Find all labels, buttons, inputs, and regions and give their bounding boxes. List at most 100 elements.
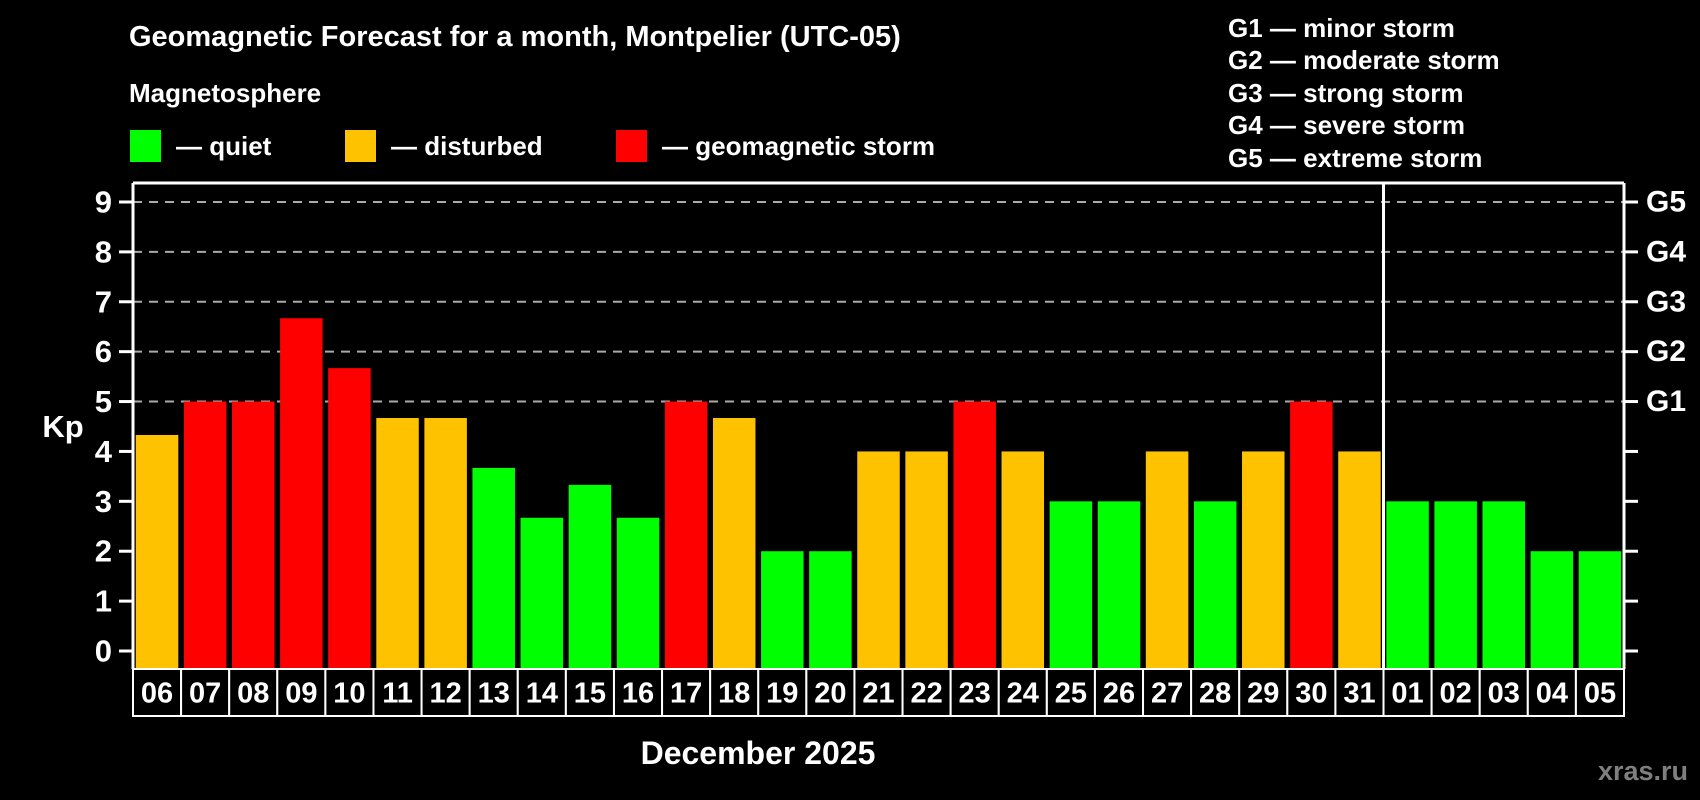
day-label-24: 24 — [1007, 678, 1039, 710]
g-scale-label-G4: G4 — [1646, 235, 1686, 268]
day-cell-03 — [1478, 668, 1529, 717]
day-cell-15 — [564, 668, 615, 717]
bar-day-18 — [712, 418, 756, 669]
g-scale-label-G1: G1 — [1646, 385, 1686, 418]
bar-day-24 — [1001, 451, 1045, 669]
ytick-label-3: 3 — [95, 484, 112, 519]
ytick-label-4: 4 — [95, 434, 113, 469]
bar-day-14 — [520, 517, 564, 669]
bar-day-10 — [328, 368, 371, 669]
day-label-18: 18 — [718, 678, 750, 710]
day-cell-10 — [324, 668, 375, 717]
bar-day-08 — [231, 401, 275, 669]
bar-day-19 — [761, 551, 804, 669]
quiet-color-swatch — [130, 130, 161, 162]
ytick-label-0: 0 — [95, 634, 112, 669]
bar-day-06 — [135, 434, 179, 669]
ytick-label-2: 2 — [95, 534, 112, 569]
g-scale-label-G2: G2 — [1646, 335, 1686, 368]
bar-day-09 — [280, 318, 323, 669]
day-cell-26 — [1093, 668, 1145, 717]
legend-item-storm: — geomagnetic storm — [616, 130, 935, 162]
day-label-22: 22 — [910, 678, 942, 710]
ytick-label-7: 7 — [95, 284, 112, 319]
quiet-label: — quiet — [176, 130, 272, 161]
bar-day-16 — [616, 517, 660, 669]
bar-day-30 — [1290, 401, 1333, 669]
bar-day-27 — [1145, 451, 1189, 669]
bar-day-02 — [1434, 501, 1477, 669]
day-cell-20 — [805, 668, 856, 717]
day-cell-09 — [276, 668, 327, 717]
bar-day-15 — [568, 484, 612, 669]
day-cell-12 — [420, 668, 471, 717]
bar-day-01 — [1386, 501, 1429, 669]
day-label-20: 20 — [814, 678, 846, 710]
g-scale-label-G3: G3 — [1646, 285, 1686, 318]
day-cell-01 — [1382, 668, 1433, 717]
day-cell-18 — [709, 668, 760, 717]
day-label-16: 16 — [622, 678, 654, 710]
day-label-27: 27 — [1151, 678, 1183, 710]
day-cell-05 — [1574, 668, 1625, 717]
bar-day-21 — [857, 451, 900, 669]
g2-legend-line: G2 — moderate storm — [1228, 45, 1500, 76]
day-cell-21 — [853, 668, 904, 717]
bar-day-05 — [1578, 551, 1622, 669]
day-label-03: 03 — [1488, 678, 1520, 710]
day-label-14: 14 — [526, 678, 558, 710]
storm-color-swatch — [616, 130, 647, 162]
day-cell-13 — [468, 668, 519, 717]
day-label-17: 17 — [670, 678, 702, 710]
bar-day-07 — [183, 401, 227, 669]
magnetosphere-label: Magnetosphere — [129, 78, 322, 108]
bar-day-28 — [1193, 501, 1237, 669]
chart-title: Geomagnetic Forecast for a month, Montpe… — [129, 21, 901, 53]
storm-scale-legend: G1 — minor storm G2 — moderate storm G3 … — [1228, 12, 1500, 174]
day-label-30: 30 — [1295, 678, 1327, 710]
bar-day-20 — [809, 551, 852, 669]
g4-legend-line: G4 — severe storm — [1228, 110, 1466, 141]
day-label-28: 28 — [1199, 678, 1231, 710]
day-cell-19 — [757, 668, 808, 717]
day-label-29: 29 — [1247, 678, 1279, 710]
ytick-label-8: 8 — [95, 234, 112, 269]
disturbed-color-swatch — [345, 130, 376, 162]
kp-axis-label: Kp — [42, 409, 84, 444]
day-label-15: 15 — [574, 678, 606, 710]
bar-day-23 — [953, 401, 996, 669]
day-cell-28 — [1190, 668, 1241, 717]
storm-label: — geomagnetic storm — [662, 130, 936, 161]
bar-day-29 — [1242, 451, 1285, 669]
day-label-12: 12 — [429, 678, 461, 710]
day-label-11: 11 — [382, 678, 413, 710]
day-label-10: 10 — [333, 678, 365, 710]
day-label-04: 04 — [1536, 678, 1568, 710]
day-label-13: 13 — [478, 678, 510, 710]
ytick-label-6: 6 — [95, 334, 112, 369]
day-label-01: 01 — [1391, 678, 1423, 710]
bar-day-11 — [376, 418, 419, 669]
day-cell-04 — [1526, 668, 1577, 717]
g5-legend-line: G5 — extreme storm — [1228, 142, 1483, 173]
watermark: xras.ru — [1597, 756, 1688, 786]
day-label-02: 02 — [1440, 678, 1472, 710]
ytick-label-1: 1 — [95, 584, 112, 619]
day-cell-02 — [1430, 668, 1481, 717]
g1-legend-line: G1 — minor storm — [1228, 13, 1455, 43]
day-label-23: 23 — [959, 678, 991, 710]
day-label-19: 19 — [766, 678, 798, 710]
bar-day-04 — [1530, 551, 1574, 669]
legend-item-quiet: — quiet — [130, 130, 271, 162]
bar-day-26 — [1097, 501, 1141, 669]
bar-day-17 — [664, 401, 708, 669]
g-scale-label-G5: G5 — [1646, 185, 1686, 218]
day-label-26: 26 — [1103, 678, 1135, 710]
disturbed-label: — disturbed — [391, 130, 543, 161]
bar-day-31 — [1338, 451, 1381, 669]
bar-day-13 — [472, 467, 515, 669]
ytick-label-9: 9 — [95, 184, 112, 219]
day-cell-30 — [1286, 668, 1337, 717]
